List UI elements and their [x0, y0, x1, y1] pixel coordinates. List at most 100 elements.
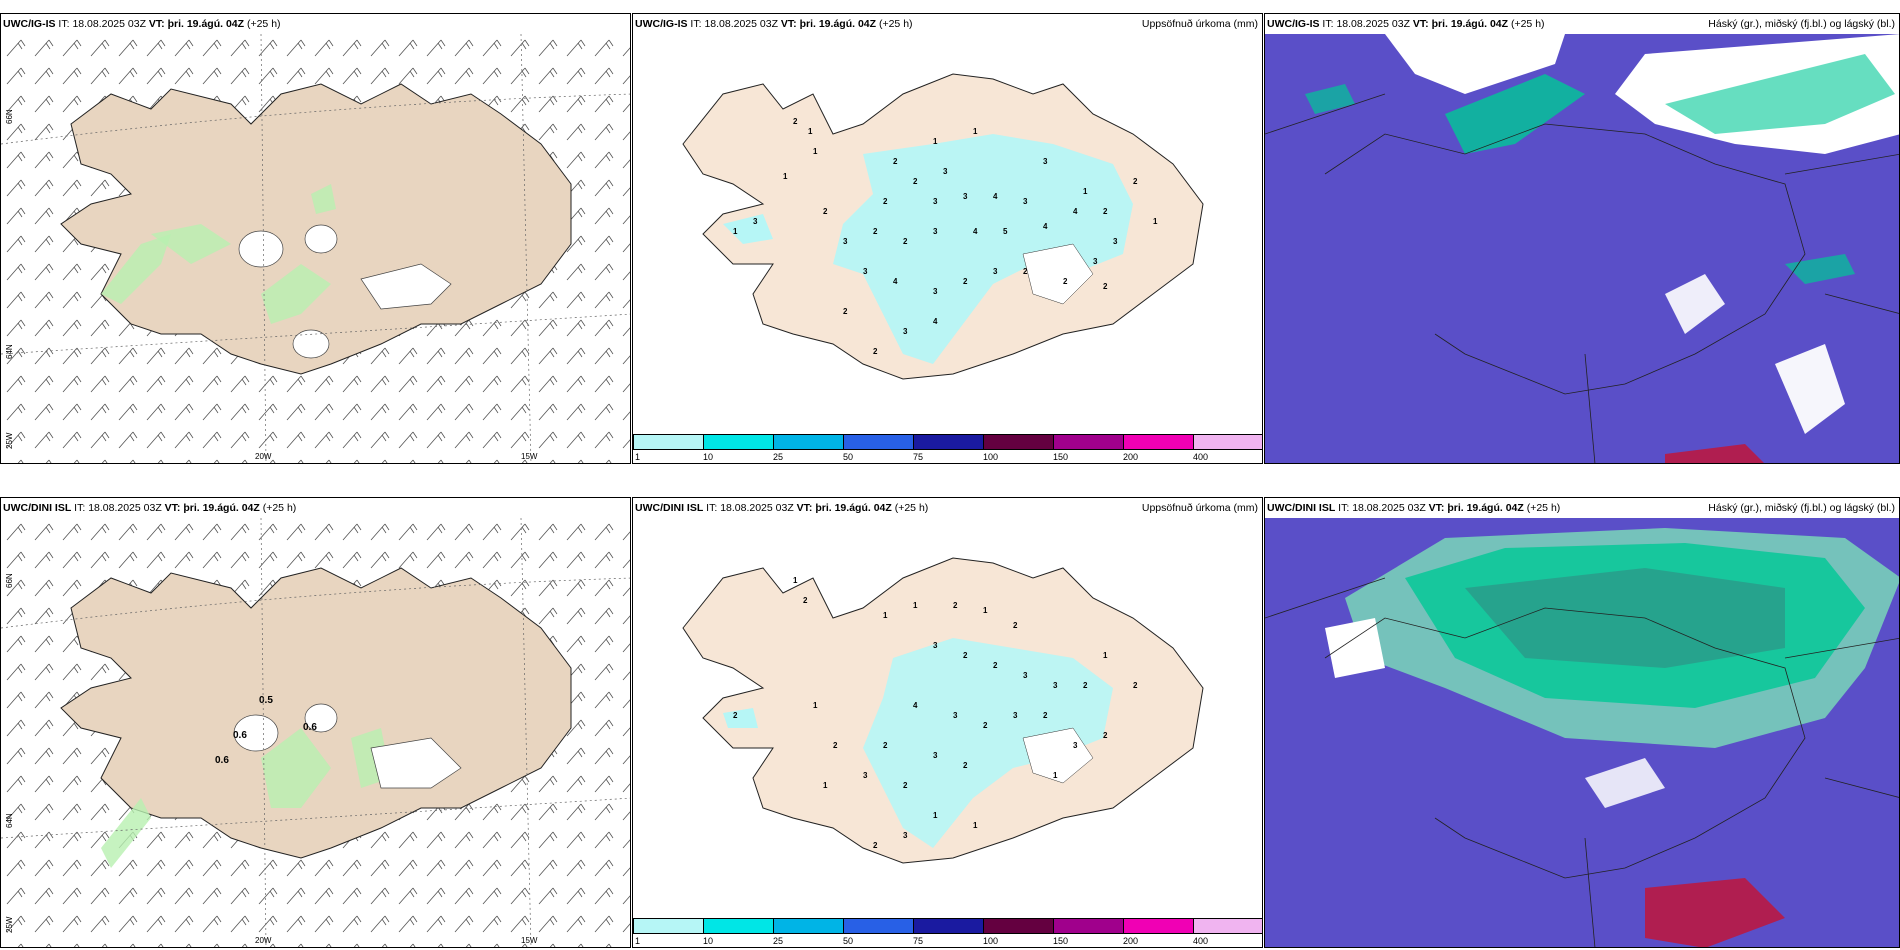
lon-label-15: 15W	[521, 452, 538, 461]
model-name: UWC/DINI ISL	[3, 502, 72, 514]
svg-text:1: 1	[783, 172, 788, 181]
svg-text:2: 2	[843, 307, 848, 316]
svg-text:2: 2	[1063, 277, 1068, 286]
svg-text:3: 3	[863, 267, 868, 276]
svg-text:2: 2	[903, 781, 908, 790]
lon-label-20: 20W	[255, 452, 272, 461]
wind-speed-label: 0.6	[215, 755, 229, 766]
svg-text:2: 2	[1023, 267, 1028, 276]
svg-text:3: 3	[1013, 711, 1018, 720]
precip-title: Uppsöfnuð úrkoma (mm)	[1141, 18, 1258, 30]
svg-text:2: 2	[963, 761, 968, 770]
precip-map: 1 2 1 1 2 1 2 3 2 2 3 3 2 4 3 2 3 2 1 3 …	[682, 557, 1204, 864]
svg-text:2: 2	[883, 741, 888, 750]
svg-text:2: 2	[733, 711, 738, 720]
svg-text:1: 1	[973, 821, 978, 830]
wind-speed-label: 0.6	[303, 722, 317, 733]
svg-text:2: 2	[873, 227, 878, 236]
panel-header: UWC/IG-IS IT: 18.08.2025 03Z VT: þri. 19…	[1267, 18, 1895, 30]
svg-text:5: 5	[1003, 227, 1008, 236]
cloud-map	[1265, 518, 1899, 947]
svg-text:2: 2	[903, 237, 908, 246]
cloud-panel-row1: UWC/IG-IS IT: 18.08.2025 03Z VT: þri. 19…	[1264, 13, 1900, 464]
svg-text:2: 2	[963, 277, 968, 286]
svg-text:3: 3	[1093, 257, 1098, 266]
svg-text:1: 1	[733, 227, 738, 236]
lat-label-64: 64N	[5, 813, 14, 828]
svg-text:1: 1	[808, 127, 813, 136]
cloud-title: Háský (gr.), miðský (fj.bl.) og lágský (…	[1708, 18, 1895, 30]
cloud-panel-row2: UWC/DINI ISL IT: 18.08.2025 03Z VT: þri.…	[1264, 497, 1900, 948]
valid-time: þri. 19.ágú. 04Z	[167, 18, 245, 30]
wind-speed-label: 0.5	[259, 695, 273, 706]
svg-text:2: 2	[803, 596, 808, 605]
wind-map: 0.5 0.6 0.6 0.6	[1, 518, 630, 947]
panel-header: UWC/DINI ISL IT: 18.08.2025 03Z VT: þri.…	[3, 502, 297, 514]
svg-text:2: 2	[1103, 282, 1108, 291]
svg-text:3: 3	[903, 831, 908, 840]
svg-text:2: 2	[963, 651, 968, 660]
svg-text:1: 1	[883, 611, 888, 620]
lon-label-25: 25W	[5, 432, 14, 449]
svg-text:4: 4	[913, 701, 918, 710]
svg-text:3: 3	[943, 167, 948, 176]
panel-header: UWC/IG-IS IT: 18.08.2025 03Z VT: þri. 19…	[635, 18, 1258, 30]
svg-text:2: 2	[1133, 681, 1138, 690]
svg-text:1: 1	[1103, 651, 1108, 660]
svg-text:3: 3	[933, 287, 938, 296]
wind-speed-label: 0.6	[233, 730, 247, 741]
wind-panel-row2: UWC/DINI ISL IT: 18.08.2025 03Z VT: þri.…	[0, 497, 631, 948]
svg-text:3: 3	[963, 192, 968, 201]
svg-text:3: 3	[903, 327, 908, 336]
lat-label-66: 66N	[5, 573, 14, 588]
svg-text:2: 2	[983, 721, 988, 730]
svg-text:1: 1	[933, 811, 938, 820]
svg-text:1: 1	[823, 781, 828, 790]
precip-map: 2 1 1 1 2 1 1 3 2 2 3 3 4 3 4 5 4 3 2 2 …	[682, 73, 1204, 380]
svg-text:4: 4	[933, 317, 938, 326]
wind-panel-row1: UWC/IG-IS IT: 18.08.2025 03Z VT: þri. 19…	[0, 13, 631, 464]
svg-text:3: 3	[863, 771, 868, 780]
svg-text:3: 3	[953, 711, 958, 720]
svg-text:4: 4	[1073, 207, 1078, 216]
svg-text:2: 2	[1103, 731, 1108, 740]
lon-label-25: 25W	[5, 916, 14, 933]
svg-text:2: 2	[873, 347, 878, 356]
precip-value-labels: 1 2 1 1 2 1 2 3 2 2 3 3 2 4 3 2 3 2 1 3 …	[733, 576, 1138, 850]
precip-title: Uppsöfnuð úrkoma (mm)	[1141, 502, 1258, 514]
wind-map	[1, 34, 630, 463]
panel-header: UWC/DINI ISL IT: 18.08.2025 03Z VT: þri.…	[1267, 502, 1895, 514]
svg-text:3: 3	[1073, 741, 1078, 750]
precip-panel-row1: UWC/IG-IS IT: 18.08.2025 03Z VT: þri. 19…	[632, 13, 1263, 464]
colorbar: 1 10 25 50 75 100 150 200 400	[633, 434, 1262, 463]
svg-text:2: 2	[913, 177, 918, 186]
cloud-map	[1265, 34, 1899, 463]
svg-text:4: 4	[993, 192, 998, 201]
svg-text:2: 2	[1133, 177, 1138, 186]
svg-text:2: 2	[1013, 621, 1018, 630]
svg-text:3: 3	[933, 641, 938, 650]
svg-text:3: 3	[1023, 671, 1028, 680]
svg-text:1: 1	[1083, 187, 1088, 196]
svg-text:3: 3	[1053, 681, 1058, 690]
svg-text:3: 3	[1113, 237, 1118, 246]
lat-label-64: 64N	[5, 344, 14, 359]
svg-text:1: 1	[973, 127, 978, 136]
svg-text:4: 4	[1043, 222, 1048, 231]
precip-panel-row2: UWC/DINI ISL IT: 18.08.2025 03Z VT: þri.…	[632, 497, 1263, 948]
svg-text:3: 3	[1043, 157, 1048, 166]
lead-time: (+25 h)	[246, 18, 281, 30]
svg-text:2: 2	[1043, 711, 1048, 720]
svg-text:1: 1	[793, 576, 798, 585]
lon-label-15: 15W	[521, 936, 538, 945]
panel-header: UWC/DINI ISL IT: 18.08.2025 03Z VT: þri.…	[635, 502, 1258, 514]
svg-text:1: 1	[813, 147, 818, 156]
svg-text:3: 3	[933, 227, 938, 236]
svg-text:2: 2	[1103, 207, 1108, 216]
svg-text:2: 2	[993, 661, 998, 670]
svg-text:3: 3	[933, 197, 938, 206]
svg-text:1: 1	[1053, 771, 1058, 780]
svg-text:3: 3	[753, 217, 758, 226]
panel-header: UWC/IG-IS IT: 18.08.2025 03Z VT: þri. 19…	[3, 18, 281, 30]
cloud-title: Háský (gr.), miðský (fj.bl.) og lágský (…	[1708, 502, 1895, 514]
